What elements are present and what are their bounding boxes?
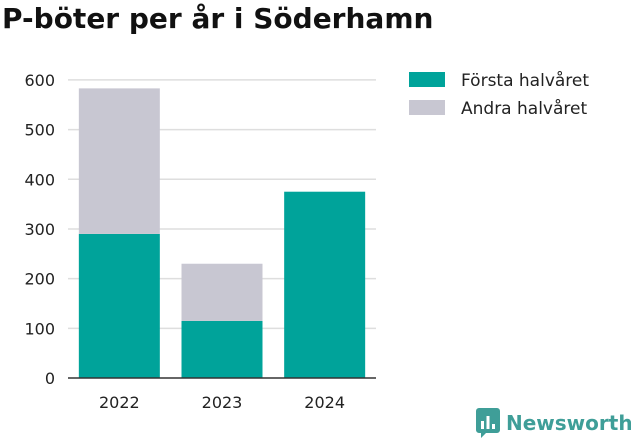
legend-swatch-2 [409, 100, 445, 115]
legend: Första halvåret Andra halvåret [409, 70, 589, 119]
x-tick-label: 2024 [304, 393, 345, 412]
legend-label-2: Andra halvåret [461, 98, 587, 119]
brand-name: Newsworthy [506, 411, 631, 435]
y-tick-label: 100 [24, 319, 55, 338]
newsworthy-logo: Newsworthy [476, 407, 631, 439]
bars [78, 88, 366, 378]
chart-title: P-böter per år i Söderhamn [2, 2, 434, 35]
bar-2022-series-2 [78, 88, 160, 234]
y-tick-label: 200 [24, 270, 55, 289]
newsworthy-logo-icon [476, 408, 500, 438]
legend-label-1: Första halvåret [461, 70, 589, 91]
y-tick-label: 0 [45, 369, 55, 388]
y-tick-label: 400 [24, 170, 55, 189]
axes: 0 100 200 300 400 500 600 2022 2023 2024 [24, 71, 376, 412]
bar-2022-series-1 [78, 233, 160, 378]
x-tick-label: 2022 [99, 393, 140, 412]
y-tick-label: 300 [24, 220, 55, 239]
bar-2024-series-1 [284, 191, 366, 378]
x-tick-label: 2023 [202, 393, 243, 412]
legend-swatch-1 [409, 72, 445, 87]
bar-2023-series-1 [181, 320, 263, 378]
y-tick-label: 500 [24, 121, 55, 140]
bar-2023-series-2 [181, 263, 263, 321]
y-tick-label: 600 [24, 71, 55, 90]
